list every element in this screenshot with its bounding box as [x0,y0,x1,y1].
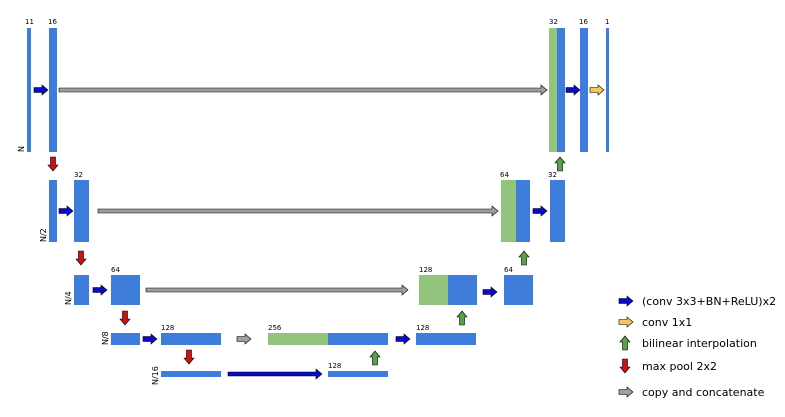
legend-item-copy: copy and concatenate [618,386,765,399]
level-label-l0: N [17,146,26,152]
channel-label-dec-l1-concat: 64 [500,171,509,179]
channel-label-dec-l0-concat: 32 [549,18,558,26]
channel-label-dec-l0-conv: 16 [579,18,588,26]
copy-arrow-l2 [145,284,409,296]
output-block [606,28,609,152]
channel-label-enc-l0-in: 11 [25,18,34,26]
dec-l1-skip-block [501,180,516,242]
upsample-arrow-l0 [554,156,566,172]
maxpool-arrow-l1 [75,250,87,266]
enc-l2-conv-block [111,275,140,305]
legend-label-conv1x1: conv 1x1 [642,316,692,329]
level-label-l3: N/8 [101,331,110,345]
maxpool-arrow-l0 [47,156,59,172]
dec-l1-up-block [516,180,530,242]
conv-arrow-enc-l3 [142,333,158,345]
maxpool-arrow-l2 [119,310,131,326]
dec-l3-conv-block [416,333,476,345]
conv1x1-arrow [589,84,605,96]
enc-l4-input-block [161,371,221,377]
channel-label-enc-l0-conv: 16 [48,18,57,26]
enc-l0-conv-block [49,28,57,152]
conv-arrow-enc-l2 [92,284,108,296]
level-label-l1: N/2 [39,228,48,242]
enc-l2-input-block [74,275,89,305]
legend-item-conv: (conv 3x3+BN+ReLU)x2 [618,295,776,308]
dec-l3-up-block [328,333,388,345]
enc-l0-input-block [27,28,31,152]
enc-l3-conv-block [161,333,221,345]
channel-label-dec-l3-concat: 256 [268,324,282,332]
channel-label-enc-l3-conv: 128 [161,324,174,332]
channel-label-dec-l2-conv: 64 [504,266,513,274]
enc-l1-conv-block [74,180,89,242]
upsample-arrow-l1 [518,250,530,266]
channel-label-dec-l3-conv: 128 [416,324,429,332]
legend-label-copy: copy and concatenate [642,386,765,399]
copy-arrow-l1 [97,205,499,217]
dec-l3-skip-block [268,333,328,345]
copy-arrow-l3 [236,333,252,345]
legend-item-maxpool: max pool 2x2 [619,358,717,374]
maxpool-arrow-l3 [183,349,195,365]
enc-l4-conv-block [328,371,388,377]
conv-arrow-enc-l1 [58,205,74,217]
conv-arrow-dec-l1 [532,205,548,217]
level-label-l4: N/16 [151,366,160,385]
dec-l0-up-block [557,28,565,152]
dec-l2-skip-block [419,275,448,305]
conv-arrow-dec-l0 [565,84,581,96]
channel-label-enc-l2-conv: 64 [111,266,120,274]
dec-l0-skip-block [549,28,557,152]
dec-l2-conv-block [504,275,533,305]
channel-label-output: 1 [605,18,609,26]
channel-label-enc-l1-conv: 32 [74,171,83,179]
dec-l0-conv-block [580,28,588,152]
green-up-arrow-icon [619,335,631,351]
legend-label-maxpool: max pool 2x2 [642,360,717,373]
conv-arrow-dec-l3 [395,333,411,345]
conv-arrow-enc-l0 [33,84,49,96]
conv-arrow-enc-l4 [227,368,323,380]
legend-label-conv: (conv 3x3+BN+ReLU)x2 [642,295,776,308]
dec-l1-conv-block [550,180,565,242]
legend-item-upsample: bilinear interpolation [619,335,757,351]
legend: (conv 3x3+BN+ReLU)x2 conv 1x1 bilinear i… [618,295,776,399]
blue-right-arrow-icon [618,295,634,307]
dec-l2-up-block [448,275,477,305]
upsample-arrow-l2 [456,310,468,326]
level-label-l2: N/4 [64,291,73,305]
upsample-arrow-l3 [369,350,381,366]
legend-label-upsample: bilinear interpolation [642,337,757,350]
enc-l3-input-block [111,333,140,345]
channel-label-enc-l4-conv: 128 [328,362,341,370]
gray-right-arrow-icon [618,386,634,398]
channel-label-dec-l1-conv: 32 [548,171,557,179]
channel-label-dec-l2-concat: 128 [419,266,432,274]
enc-l1-input-block [49,180,57,242]
yellow-right-arrow-icon [618,316,634,328]
copy-arrow-l0 [58,84,548,96]
legend-item-conv1x1: conv 1x1 [618,316,692,329]
conv-arrow-dec-l2 [482,286,498,298]
red-down-arrow-icon [619,358,631,374]
